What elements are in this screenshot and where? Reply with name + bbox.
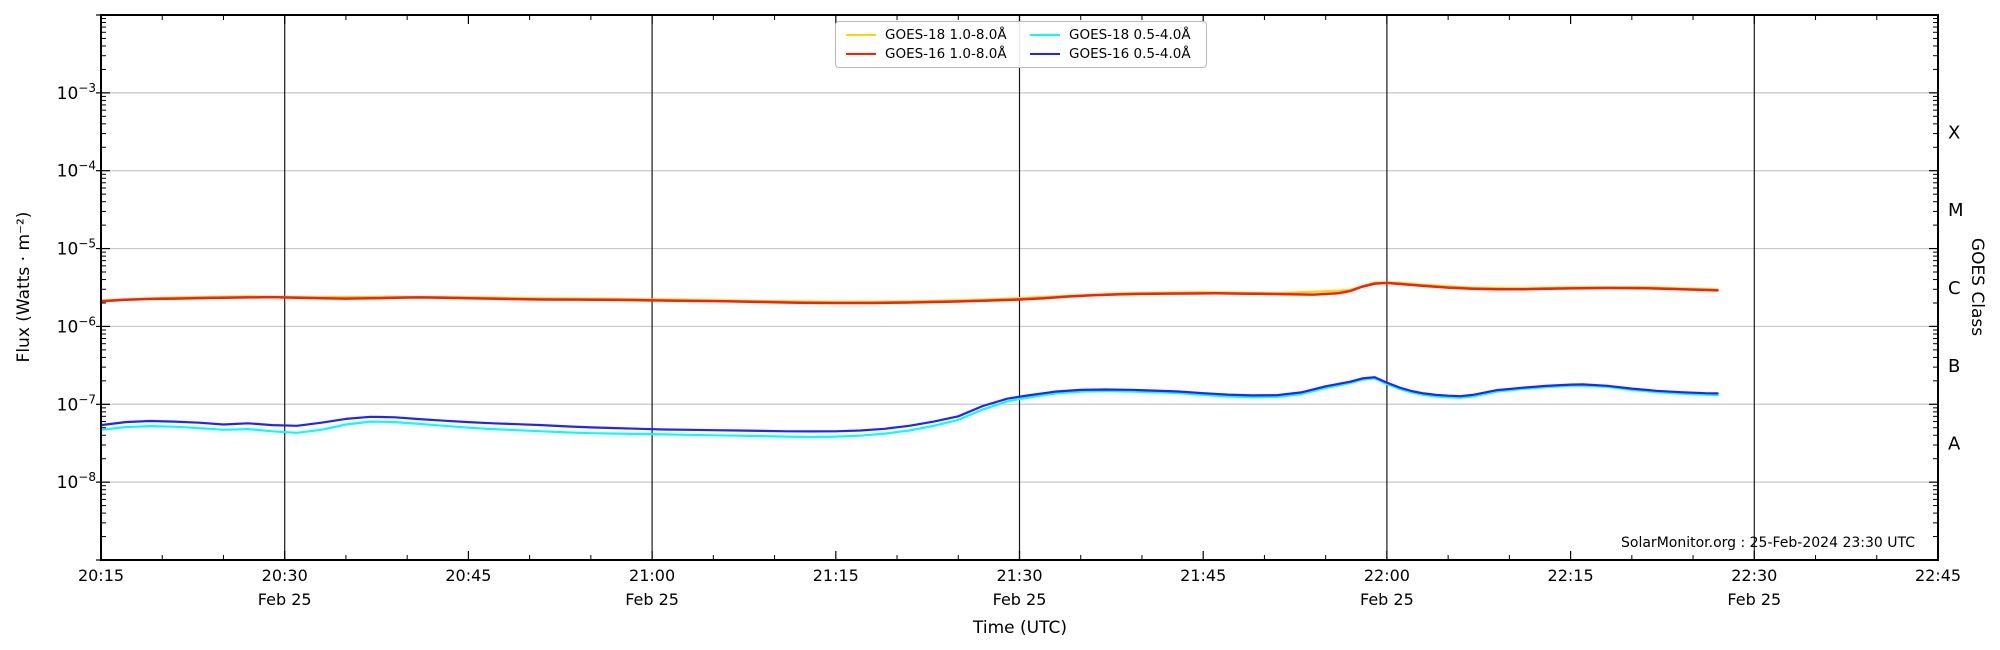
goes-class-label-X: X (1948, 122, 1960, 143)
legend-line-swatch-blue (1030, 53, 1060, 55)
goes-class-label-M: M (1948, 200, 1964, 221)
series-line-goes16-short (99, 376, 1719, 433)
y-tick-label: 10−6 (57, 314, 96, 337)
y-tick-label: 10−7 (57, 392, 96, 415)
x-axis-title: Time (UTC) (973, 618, 1067, 638)
x-date-label: Feb 25 (258, 590, 312, 609)
y-tick-label: 10−8 (57, 470, 96, 493)
y-tick-label: 10−5 (57, 237, 96, 260)
x-tick-label: 22:15 (1548, 566, 1594, 585)
x-tick-label: 22:45 (1915, 566, 1961, 585)
legend-label: GOES-18 0.5-4.0Å (1069, 27, 1191, 43)
legend-entry-goes18-short: GOES-18 0.5-4.0Å (1030, 27, 1196, 43)
x-tick-label: 20:30 (262, 566, 308, 585)
x-date-label: Feb 25 (1727, 590, 1781, 609)
series-line-goes18-short (99, 377, 1719, 439)
x-tick-label: 22:00 (1364, 566, 1410, 585)
goes-class-label-A: A (1948, 434, 1961, 455)
watermark-text: SolarMonitor.org : 25-Feb-2024 23:30 UTC (1621, 535, 1915, 551)
legend-line-swatch-cyan (1030, 34, 1060, 36)
y-tick-label: 10−3 (57, 81, 96, 104)
legend: GOES-18 1.0-8.0Å GOES-18 0.5-4.0Å GOES-1… (835, 21, 1207, 68)
x-tick-label: 21:30 (996, 566, 1042, 585)
x-date-label: Feb 25 (625, 590, 679, 609)
legend-label: GOES-16 1.0-8.0Å (885, 46, 1007, 62)
x-tick-label: 20:45 (445, 566, 491, 585)
y-tick-label: 10−4 (57, 159, 96, 182)
x-date-label: Feb 25 (1360, 590, 1414, 609)
y2-axis-title: GOES Class (1967, 237, 1987, 337)
x-tick-label: 21:45 (1180, 566, 1226, 585)
goes-class-label-B: B (1948, 356, 1960, 377)
legend-entry-goes16-long: GOES-16 1.0-8.0Å (846, 46, 1012, 62)
x-tick-label: 20:15 (78, 566, 124, 585)
y-axis-title: Flux (Watts · m⁻²) (14, 211, 34, 363)
x-date-label: Feb 25 (993, 590, 1047, 609)
legend-line-swatch-red (846, 53, 876, 55)
x-tick-label: 21:00 (629, 566, 675, 585)
x-tick-label: 22:30 (1731, 566, 1777, 585)
legend-line-swatch-yellow (846, 34, 876, 36)
legend-entry-goes16-short: GOES-16 0.5-4.0Å (1030, 46, 1196, 62)
legend-label: GOES-16 0.5-4.0Å (1069, 46, 1191, 62)
goes-class-label-C: C (1948, 278, 1961, 299)
series-line-goes16-long (99, 281, 1719, 305)
legend-entry-goes18-long: GOES-18 1.0-8.0Å (846, 27, 1012, 43)
legend-label: GOES-18 1.0-8.0Å (885, 27, 1007, 43)
x-tick-label: 21:15 (813, 566, 859, 585)
